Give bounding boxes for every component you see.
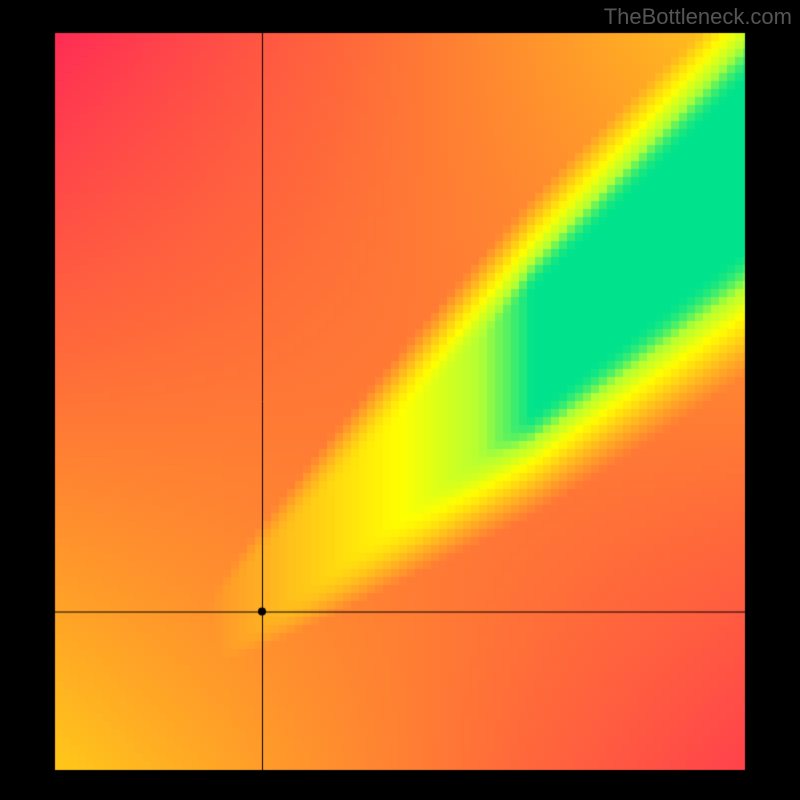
- chart-container: TheBottleneck.com: [0, 0, 800, 800]
- watermark-text: TheBottleneck.com: [604, 0, 800, 30]
- bottleneck-heatmap: [0, 0, 800, 800]
